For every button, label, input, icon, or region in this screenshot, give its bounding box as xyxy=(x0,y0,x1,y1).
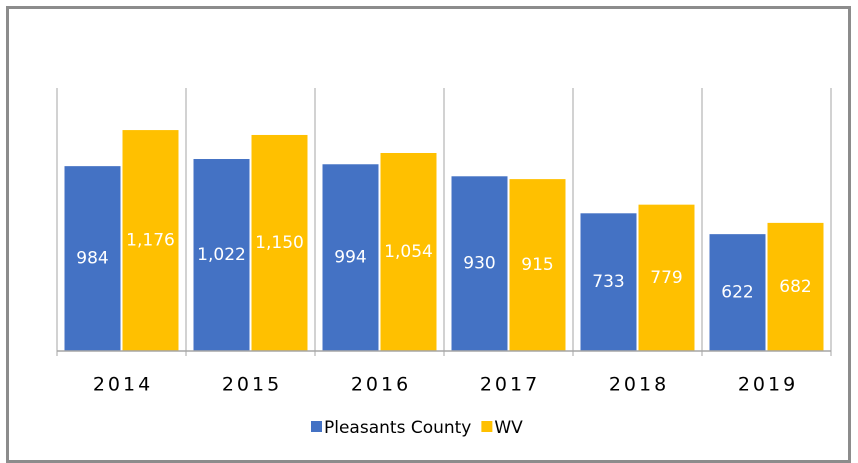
bar xyxy=(122,130,179,351)
data-label: 1,150 xyxy=(255,233,304,253)
data-label: 984 xyxy=(76,249,108,269)
bar xyxy=(64,166,121,351)
data-label: 930 xyxy=(463,254,495,274)
data-label: 1,054 xyxy=(384,242,433,262)
bar xyxy=(709,234,766,351)
bar xyxy=(509,179,566,351)
legend-label: Pleasants County xyxy=(324,418,471,438)
bar xyxy=(638,204,695,351)
x-tick-label: 2017 xyxy=(480,374,540,396)
bar xyxy=(193,159,250,351)
data-label: 1,176 xyxy=(126,231,175,251)
data-label: 779 xyxy=(650,268,682,288)
legend-label: WV xyxy=(494,418,523,438)
data-label: 682 xyxy=(779,277,811,297)
bar xyxy=(251,134,308,351)
data-label: 622 xyxy=(721,283,753,303)
x-tick-label: 2018 xyxy=(609,374,669,396)
bar xyxy=(767,222,824,351)
x-tick-label: 2014 xyxy=(93,374,153,396)
bar xyxy=(451,176,508,351)
bar xyxy=(380,152,437,351)
legend-swatch xyxy=(481,421,493,432)
x-tick-label: 2019 xyxy=(738,374,798,396)
x-tick-label: 2016 xyxy=(351,374,411,396)
x-tick-label: 2015 xyxy=(222,374,282,396)
data-label: 994 xyxy=(334,248,366,268)
bar xyxy=(580,213,637,351)
bar xyxy=(322,164,379,351)
data-label: 1,022 xyxy=(197,245,246,265)
data-label: 733 xyxy=(592,272,624,292)
legend-swatch xyxy=(311,421,322,432)
data-label: 915 xyxy=(521,255,553,275)
